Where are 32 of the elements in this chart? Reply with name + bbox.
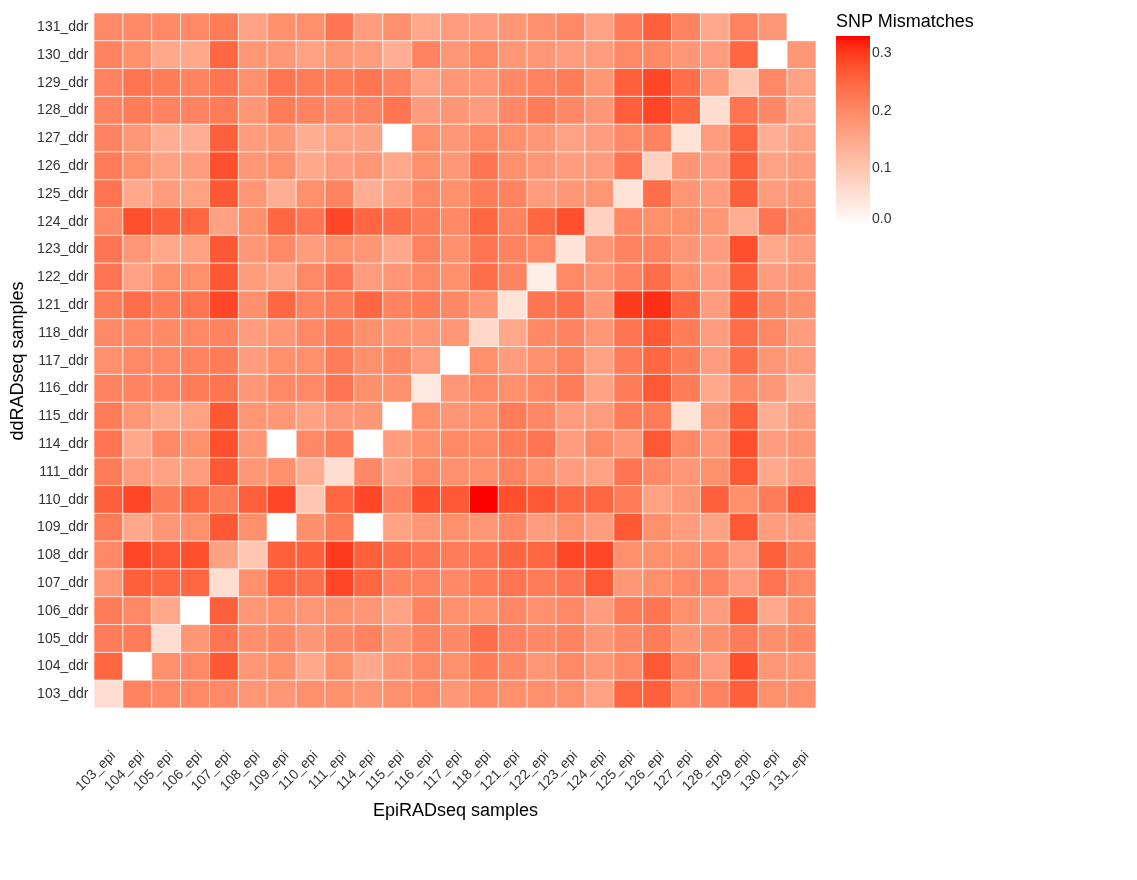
color-bar-title: SNP Mismatches (836, 11, 974, 31)
y-tick-label: 110_ddr (38, 490, 89, 507)
y-tick-label: 106_ddr (37, 601, 89, 618)
color-bar-label: 0.2 (872, 101, 892, 118)
y-tick-label: 130_ddr (37, 45, 89, 62)
y-tick-label: 103_ddr (37, 685, 89, 702)
y-tick-label: 124_ddr (37, 212, 89, 229)
y-tick-label: 123_ddr (37, 240, 89, 257)
color-bar-label: 0.3 (872, 44, 892, 61)
y-tick-label: 125_ddr (37, 184, 89, 201)
y-tick-label: 115_ddr (38, 407, 89, 424)
y-tick-label: 122_ddr (37, 268, 89, 285)
y-tick-label: 127_ddr (37, 129, 89, 146)
x-axis-title: EpiRADseq samples (372, 799, 539, 820)
y-tick-label: 117_ddr (38, 351, 89, 368)
y-tick-label: 111_ddr (39, 462, 89, 479)
y-tick-label: 129_ddr (37, 73, 89, 90)
y-tick-label: 121_ddr (37, 295, 89, 312)
y-tick-label: 131_ddr (37, 17, 89, 34)
y-tick-label: 128_ddr (37, 101, 89, 118)
y-tick-label: 116_ddr (38, 379, 89, 396)
y-tick-label: 126_ddr (37, 156, 89, 173)
y-axis-title: ddRADseq samples (7, 281, 28, 441)
color-bar-label: 0.0 (872, 210, 892, 226)
y-tick-label: 109_ddr (37, 518, 89, 535)
y-tick-label: 107_ddr (37, 573, 89, 590)
y-tick-label: 114_ddr (38, 434, 89, 451)
y-tick-label: 108_ddr (37, 546, 89, 563)
y-tick-label: 118_ddr (38, 323, 89, 340)
color-bar-label: 0.1 (872, 159, 892, 176)
y-tick-label: 105_ddr (37, 629, 89, 646)
y-tick-label: 104_ddr (37, 657, 89, 674)
